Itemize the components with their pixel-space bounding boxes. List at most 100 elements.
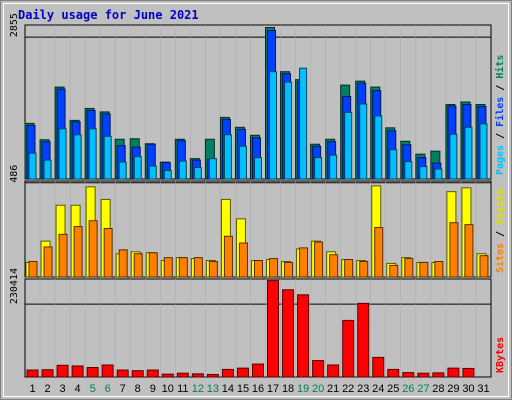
bar-pages-day-28 <box>434 168 443 180</box>
bar-pages-day-29 <box>449 133 458 180</box>
bar-sites-day-9 <box>148 252 158 278</box>
x-tick-label: 11 <box>177 383 188 395</box>
bar-sites-day-22 <box>344 259 354 278</box>
bar-kbytes-day-7 <box>116 369 129 378</box>
bar-kbytes-day-12 <box>191 373 204 378</box>
x-tick-label: 6 <box>105 383 111 395</box>
bar-sites-day-16 <box>253 260 263 278</box>
bar-sites-day-27 <box>419 261 429 278</box>
bar-kbytes-day-3 <box>56 364 69 378</box>
bar-kbytes-day-26 <box>402 372 415 378</box>
x-tick-label: 26 <box>402 383 414 395</box>
bar-sites-day-3 <box>58 233 68 278</box>
bar-pages-day-3 <box>58 128 67 180</box>
bar-pages-day-1 <box>28 152 37 180</box>
x-tick-label: 19 <box>297 383 309 395</box>
bar-sites-day-31 <box>479 255 489 278</box>
x-tick-label: 20 <box>312 383 324 395</box>
bar-pages-day-14 <box>223 134 232 180</box>
bar-sites-day-7 <box>118 249 128 278</box>
x-tick-label: 16 <box>252 383 264 395</box>
y-tick-label: 486 <box>9 165 20 183</box>
x-tick-label: 17 <box>267 383 279 395</box>
bar-kbytes-day-30 <box>462 367 475 378</box>
legend-hits-files-pages: Pages / Files / Hits <box>494 55 506 175</box>
bar-pages-day-16 <box>253 157 262 180</box>
bar-pages-day-10 <box>163 170 172 180</box>
x-tick-label: 28 <box>432 383 444 395</box>
bar-pages-day-7 <box>118 161 127 180</box>
bar-sites-day-30 <box>464 224 474 278</box>
bar-sites-day-19 <box>299 247 309 278</box>
bar-pages-day-27 <box>419 166 428 180</box>
legend-entry: Visits <box>494 189 506 225</box>
bar-kbytes-day-25 <box>387 368 400 378</box>
legend-entry: Hits <box>494 55 506 79</box>
bar-kbytes-day-1 <box>26 369 39 378</box>
y-tick-label: 2855 <box>9 13 20 37</box>
x-tick-label: 3 <box>60 383 66 395</box>
bar-pages-day-19 <box>299 67 308 180</box>
bar-sites-day-8 <box>133 253 143 278</box>
bar-sites-day-5 <box>88 220 98 278</box>
x-tick-label: 12 <box>192 383 204 395</box>
x-tick-label: 14 <box>222 383 234 395</box>
bar-pages-day-8 <box>133 156 142 180</box>
bar-pages-day-25 <box>389 149 398 180</box>
bar-pages-day-22 <box>344 111 353 180</box>
x-tick-label: 24 <box>372 383 384 395</box>
bar-sites-day-6 <box>103 228 113 278</box>
bar-kbytes-day-2 <box>41 369 54 378</box>
x-tick-label: 30 <box>462 383 474 395</box>
bar-sites-day-25 <box>389 264 399 278</box>
bar-kbytes-day-5 <box>86 367 99 378</box>
bar-kbytes-day-8 <box>131 370 144 378</box>
legend-entry: Pages <box>495 145 506 175</box>
x-axis-labels: 1 2 3 4 5 6 7 8 9 10 11 12 13 14 15 16 17 18 19 20 21 22 23 24 2… <box>29 383 489 395</box>
bar-kbytes-day-10 <box>161 373 174 378</box>
bar-kbytes-day-23 <box>357 302 370 378</box>
x-tick-label: 31 <box>477 383 489 395</box>
bar-sites-day-15 <box>238 242 248 278</box>
bar-kbytes-day-17 <box>267 280 280 378</box>
bar-sites-day-18 <box>284 261 294 278</box>
bar-kbytes-day-20 <box>312 360 325 378</box>
x-tick-label: 15 <box>237 383 249 395</box>
bar-sites-day-24 <box>374 227 384 278</box>
bar-pages-day-4 <box>73 134 82 180</box>
bar-kbytes-day-19 <box>297 294 310 378</box>
bar-sites-day-1 <box>28 260 38 278</box>
y-tick-label: 230414 <box>9 268 20 304</box>
legend-entry: Files <box>494 97 506 127</box>
x-tick-label: 1 <box>29 383 35 395</box>
panel-kbytes: 230414 KBytes <box>9 268 506 378</box>
bar-pages-day-6 <box>103 135 112 180</box>
x-tick-label: 8 <box>135 383 141 395</box>
bar-kbytes-day-29 <box>447 367 460 378</box>
bar-pages-day-24 <box>374 115 383 180</box>
bar-sites-day-2 <box>43 246 53 278</box>
bar-kbytes-day-15 <box>236 367 249 378</box>
plot-area <box>24 278 492 378</box>
bar-pages-day-20 <box>314 157 323 180</box>
bar-pages-day-11 <box>178 160 187 180</box>
x-tick-label: 2 <box>44 383 50 395</box>
bar-kbytes-day-24 <box>372 356 385 378</box>
x-tick-label: 9 <box>150 383 156 395</box>
bar-kbytes-day-14 <box>221 368 234 378</box>
bar-sites-day-28 <box>434 260 444 278</box>
bar-sites-day-17 <box>269 258 279 278</box>
bar-sites-day-12 <box>193 257 203 278</box>
bar-kbytes-day-9 <box>146 369 159 378</box>
bar-pages-day-21 <box>329 154 338 180</box>
bar-pages-day-5 <box>88 128 97 180</box>
bar-kbytes-day-6 <box>101 364 114 378</box>
bar-sites-day-20 <box>314 241 324 278</box>
bar-sites-day-26 <box>404 258 414 278</box>
bar-pages-day-23 <box>359 103 368 180</box>
bar-kbytes-day-4 <box>71 365 84 378</box>
x-tick-label: 7 <box>120 383 126 395</box>
bar-kbytes-day-16 <box>251 363 264 378</box>
x-tick-label: 10 <box>162 383 174 395</box>
